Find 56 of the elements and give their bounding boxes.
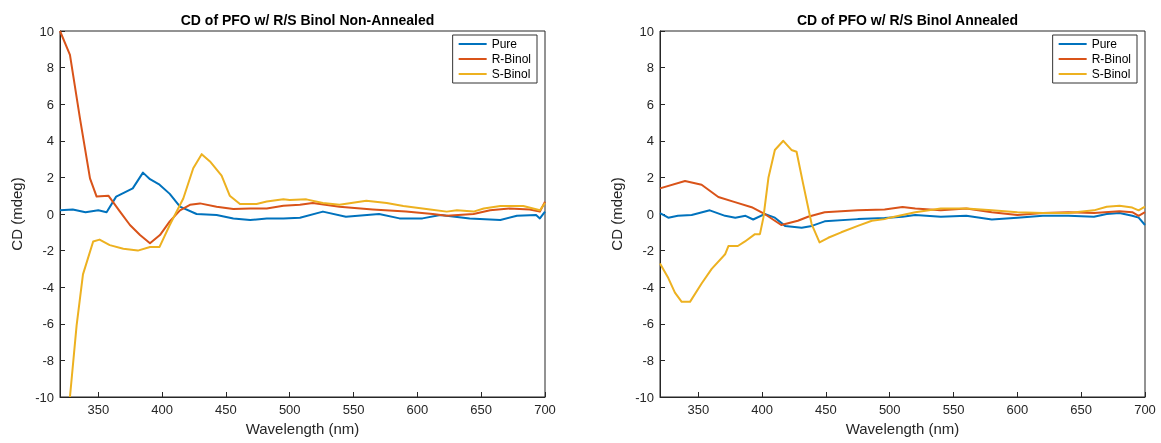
y-axis-title: CD (mdeg): [608, 177, 625, 251]
y-tick-label: -10: [35, 389, 54, 405]
x-tick-label: 350: [687, 402, 710, 417]
y-tick-label: 6: [646, 96, 654, 112]
x-tick-label: 450: [215, 402, 237, 417]
y-tick-label: 2: [46, 169, 54, 185]
y-tick-label: -10: [635, 389, 654, 405]
line-series: [59, 171, 546, 222]
y-tick-label: -2: [642, 243, 654, 259]
y-tick-label: 0: [646, 206, 654, 222]
line-series: [59, 30, 546, 245]
y-tick-label: -6: [42, 316, 54, 332]
x-tick-label: 350: [87, 402, 110, 417]
y-tick-label: 4: [46, 133, 54, 149]
y-tick-label: -4: [642, 279, 654, 295]
x-tick-label: 600: [406, 402, 429, 417]
legend-label: S-Binol: [491, 67, 531, 81]
y-tick-label: 8: [646, 60, 654, 76]
x-tick-label: 500: [278, 402, 301, 417]
y-tick-label: 8: [46, 60, 54, 76]
line-series: [659, 139, 1146, 303]
legend-label: S-Binol: [1091, 67, 1131, 81]
x-tick-label: 700: [1134, 402, 1156, 417]
y-tick-label: -8: [642, 352, 654, 368]
x-tick-label: 450: [815, 402, 837, 417]
y-tick-label: -2: [42, 243, 54, 259]
y-tick-label: -8: [42, 352, 54, 368]
x-axis-title: Wavelength (nm): [245, 420, 360, 437]
x-axis-title: Wavelength (nm): [845, 420, 960, 437]
x-tick-label: 700: [534, 402, 556, 417]
line-series: [659, 209, 1146, 229]
y-tick-label: 0: [46, 206, 54, 222]
legend-label: Pure: [1091, 37, 1118, 51]
x-tick-label: 650: [470, 402, 493, 417]
y-tick-label: 10: [39, 23, 54, 39]
y-tick-label: 6: [46, 96, 54, 112]
x-tick-label: 650: [1070, 402, 1093, 417]
y-tick-label: 10: [639, 23, 654, 39]
chart-title: CD of PFO w/ R/S Binol Non-Annealed: [180, 12, 435, 28]
y-tick-label: -4: [42, 279, 54, 295]
y-tick-label: 2: [646, 169, 654, 185]
legend-label: Pure: [491, 37, 518, 51]
line-series: [659, 180, 1146, 226]
x-tick-label: 400: [151, 402, 173, 417]
x-tick-label: 400: [751, 402, 773, 417]
y-tick-label: -6: [642, 316, 654, 332]
y-axis-title: CD (mdeg): [8, 177, 25, 251]
legend-label: R-Binol: [491, 52, 532, 66]
line-series: [68, 153, 546, 398]
x-tick-label: 550: [942, 402, 965, 417]
chart-title: CD of PFO w/ R/S Binol Annealed: [796, 12, 1019, 28]
x-tick-label: 500: [878, 402, 901, 417]
y-tick-label: 4: [646, 133, 654, 149]
x-tick-label: 550: [342, 402, 365, 417]
legend-label: R-Binol: [1091, 52, 1132, 66]
x-tick-label: 600: [1006, 402, 1029, 417]
